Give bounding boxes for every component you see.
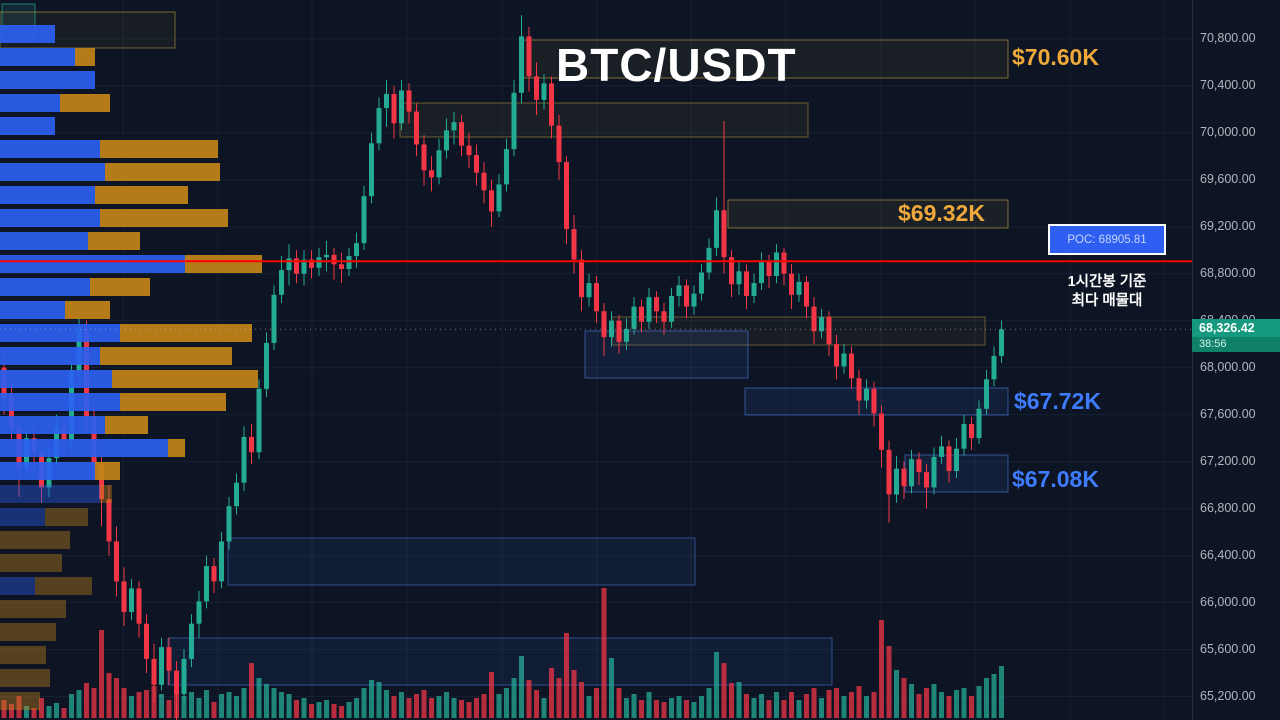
- price-axis-label: 65,200.00: [1200, 688, 1256, 703]
- symbol-title: BTC/USDT: [556, 39, 797, 91]
- candle-countdown: 38:56: [1192, 337, 1280, 353]
- price-axis-label: 67,200.00: [1200, 453, 1256, 468]
- price-axis-label: 68,000.00: [1200, 359, 1256, 374]
- poc-note-line2: 최다 매물대: [1071, 293, 1143, 309]
- price-axis-label: 66,400.00: [1200, 547, 1256, 562]
- price-level-label[interactable]: $67.72K: [1014, 388, 1101, 414]
- price-axis-label: 69,200.00: [1200, 218, 1256, 233]
- poc-price-label[interactable]: POC: 68905.81: [1048, 224, 1166, 255]
- price-axis-label: 68,800.00: [1200, 265, 1256, 280]
- price-axis[interactable]: 70,800.00 70,400.00 70,000.00 69,600.00 69,2…: [1192, 0, 1280, 720]
- price-axis-label: 66,800.00: [1200, 500, 1256, 515]
- price-level-label[interactable]: $67.08K: [1012, 466, 1099, 492]
- poc-annotation-korean[interactable]: 1시간봉 기준 최다 매물대: [1040, 273, 1174, 311]
- price-axis-label: 70,400.00: [1200, 77, 1256, 92]
- poc-note-line1: 1시간봉 기준: [1067, 274, 1147, 290]
- price-axis-label: 66,000.00: [1200, 594, 1256, 609]
- price-axis-label: 70,000.00: [1200, 124, 1256, 139]
- current-price-value: 68,326.42: [1192, 319, 1280, 338]
- poc-text: POC: 68905.81: [1067, 233, 1147, 246]
- price-level-label[interactable]: $69.32K: [898, 200, 985, 226]
- price-axis-label: 67,600.00: [1200, 406, 1256, 421]
- price-axis-label: 65,600.00: [1200, 641, 1256, 656]
- price-axis-label: 70,800.00: [1200, 30, 1256, 45]
- price-axis-label: 69,600.00: [1200, 171, 1256, 186]
- current-price-badge: 68,326.42 38:56: [1192, 319, 1280, 353]
- price-level-label[interactable]: $70.60K: [1012, 44, 1099, 70]
